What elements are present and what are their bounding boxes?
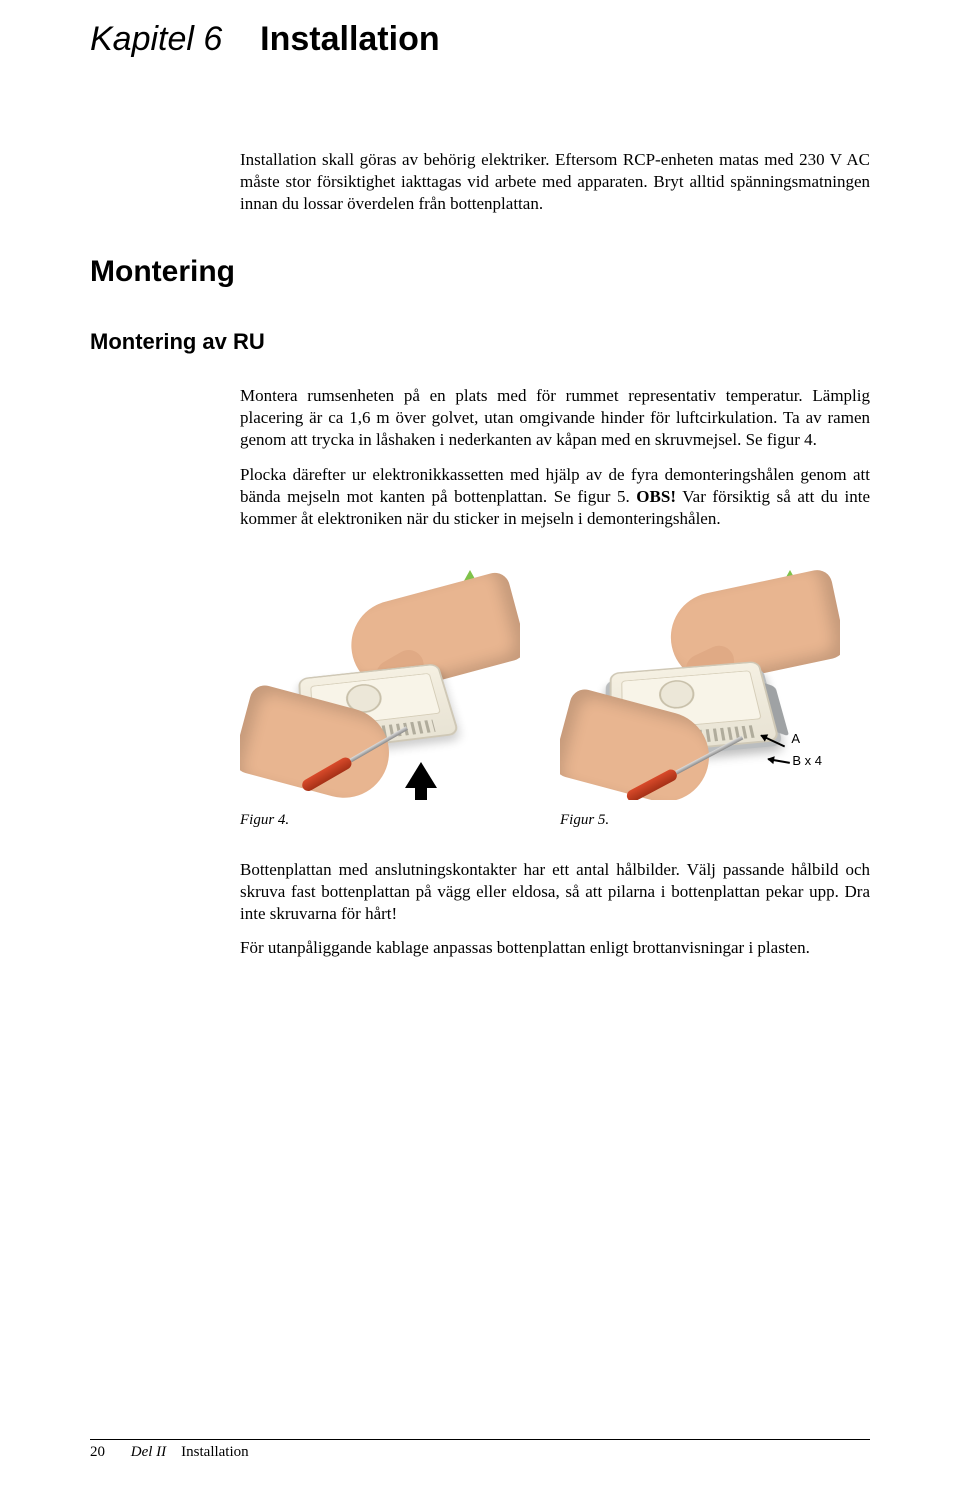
figure-4-caption: Figur 4. bbox=[240, 812, 520, 829]
section-montering-heading: Montering bbox=[90, 255, 870, 289]
mounting-block: Montera rumsenheten på en plats med för … bbox=[240, 385, 870, 959]
page-number: 20 bbox=[90, 1444, 105, 1461]
mounting-p2: Plocka därefter ur elektronikkassetten m… bbox=[240, 464, 870, 530]
chapter-title: Kapitel 6 Installation bbox=[90, 20, 870, 59]
label-b: B x 4 bbox=[792, 753, 822, 768]
figure-4: Figur 4. bbox=[240, 570, 520, 829]
figure-5-caption: Figur 5. bbox=[560, 812, 840, 829]
section-montering-ru-heading: Montering av RU bbox=[90, 329, 870, 355]
page-content: Kapitel 6 Installation Installation skal… bbox=[0, 0, 960, 959]
figure-5: A B x 4 Figur 5. bbox=[560, 570, 840, 829]
figures-row: Figur 4. bbox=[240, 570, 870, 829]
pointer-b-icon bbox=[768, 758, 790, 763]
figure-4-image bbox=[240, 570, 520, 800]
footer-title: Installation bbox=[181, 1444, 249, 1460]
label-a: A bbox=[791, 731, 800, 746]
mounting-obs: OBS! bbox=[636, 487, 676, 506]
footer-part: Del II bbox=[131, 1444, 166, 1460]
mounting-p1: Montera rumsenheten på en plats med för … bbox=[240, 385, 870, 451]
page-footer: 20 Del II Installation bbox=[90, 1439, 870, 1461]
chapter-prefix: Kapitel 6 bbox=[90, 20, 222, 58]
intro-paragraph: Installation skall göras av behörig elek… bbox=[240, 149, 870, 215]
figure-5-image: A B x 4 bbox=[560, 570, 840, 800]
arrow-up-black-icon bbox=[405, 762, 437, 788]
chapter-name: Installation bbox=[260, 20, 439, 58]
intro-block: Installation skall göras av behörig elek… bbox=[240, 149, 870, 215]
bottom-p2: För utanpåliggande kablage anpassas bott… bbox=[240, 937, 870, 959]
bottom-p1: Bottenplattan med anslutningskontakter h… bbox=[240, 859, 870, 925]
